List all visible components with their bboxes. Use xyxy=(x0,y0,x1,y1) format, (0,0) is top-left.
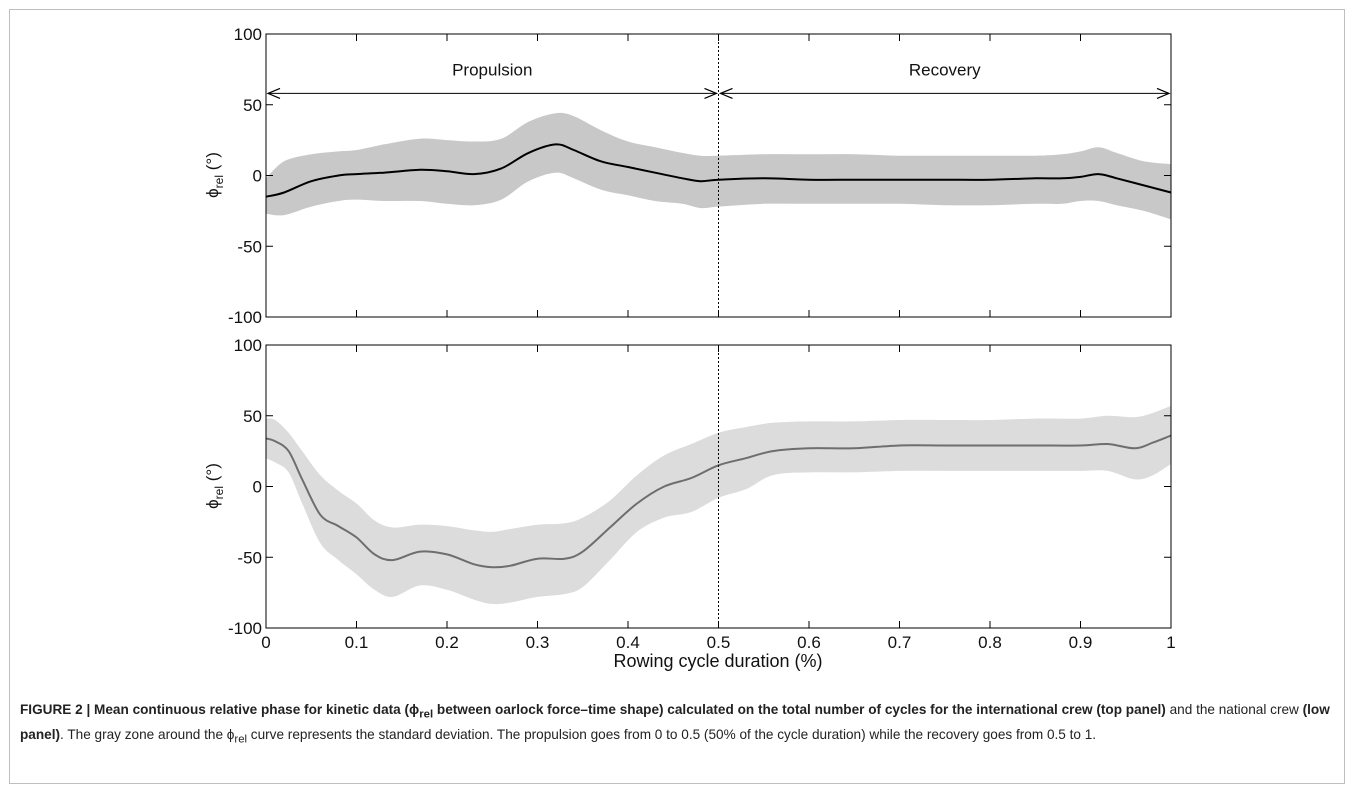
x-tick-label: 0.3 xyxy=(526,633,550,652)
bottom-x-ticks: 0 0.1 0.2 0.3 0.4 0.5 0.6 0.7 0.8 0.9 1 xyxy=(261,345,1176,652)
y-tick-label: -50 xyxy=(237,548,262,567)
bottom-std-band xyxy=(266,405,1171,605)
bottom-y-label: ϕrel (°) xyxy=(203,463,226,509)
figure-frame xyxy=(9,9,1345,784)
x-tick-label: 0.7 xyxy=(888,633,912,652)
x-tick-label: 0.4 xyxy=(616,633,640,652)
figure-caption: FIGURE 2 | Mean continuous relative phas… xyxy=(20,702,1330,746)
bottom-mean-line xyxy=(265,434,1172,569)
x-axis-label: Rowing cycle duration (%) xyxy=(613,651,822,671)
annotation-recovery: Recovery xyxy=(909,60,981,79)
x-tick-label: 0.8 xyxy=(978,633,1002,652)
y-tick-label: 100 xyxy=(234,336,262,355)
y-tick-label: 50 xyxy=(243,96,262,115)
y-tick-label: -50 xyxy=(237,237,262,256)
x-tick-label: 0.9 xyxy=(1069,633,1093,652)
y-tick-label: 100 xyxy=(234,25,262,44)
arrow-head xyxy=(718,87,733,99)
arrow-head xyxy=(1156,87,1171,99)
x-tick-label: 1 xyxy=(1166,633,1175,652)
top-phase-arrows xyxy=(266,87,1171,99)
bottom-axes-box xyxy=(265,344,1172,629)
top-panel: Propulsion Recovery 100 50 0 -50 -100 ϕrel (… xyxy=(203,25,1172,327)
x-tick-label: 0.6 xyxy=(797,633,821,652)
top-y-label: ϕrel (°) xyxy=(203,152,226,198)
annotation-propulsion: Propulsion xyxy=(452,60,532,79)
y-tick-label: 0 xyxy=(253,478,262,497)
y-tick-label: -100 xyxy=(228,619,262,638)
arrow-head xyxy=(266,87,281,99)
x-tick-label: 0.1 xyxy=(345,633,369,652)
top-axes-box xyxy=(265,33,1172,318)
x-tick-label: 0.2 xyxy=(435,633,459,652)
y-tick-label: -100 xyxy=(228,308,262,327)
y-tick-label: 0 xyxy=(253,167,262,186)
top-mean-line xyxy=(265,143,1172,198)
top-y-ticks: 100 50 0 -50 -100 xyxy=(228,25,1171,327)
x-tick-label: 0.5 xyxy=(707,633,731,652)
y-tick-label: 50 xyxy=(243,407,262,426)
x-tick-label: 0 xyxy=(261,633,270,652)
caption-label: FIGURE 2 | Mean continuous relative phas… xyxy=(20,702,1166,721)
arrow-head xyxy=(704,87,719,99)
bottom-y-ticks: 100 50 0 -50 -100 xyxy=(228,336,1171,638)
